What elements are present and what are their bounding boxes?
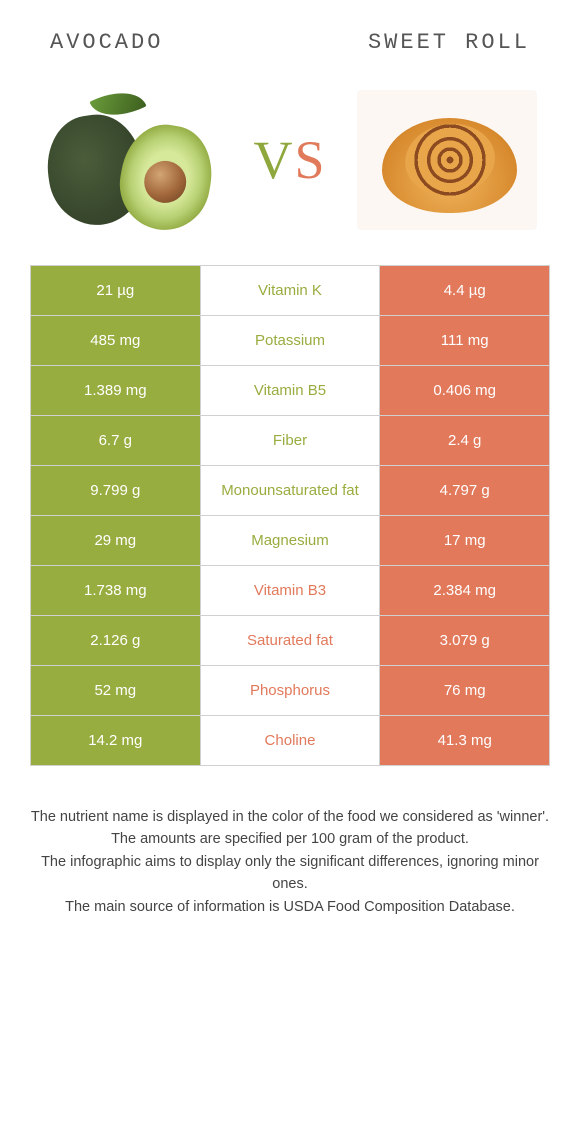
left-value-cell: 52 mg (31, 666, 201, 716)
footnote-line: The infographic aims to display only the… (30, 851, 550, 896)
nutrient-name-cell: Monounsaturated fat (200, 466, 380, 516)
table-row: 21 µgVitamin K4.4 µg (31, 266, 550, 316)
right-value-cell: 4.4 µg (380, 266, 550, 316)
right-value-cell: 76 mg (380, 666, 550, 716)
left-value-cell: 14.2 mg (31, 716, 201, 766)
nutrient-name-cell: Magnesium (200, 516, 380, 566)
table-row: 2.126 gSaturated fat3.079 g (31, 616, 550, 666)
table-row: 29 mgMagnesium17 mg (31, 516, 550, 566)
nutrient-name-cell: Saturated fat (200, 616, 380, 666)
left-value-cell: 2.126 g (31, 616, 201, 666)
footnotes: The nutrient name is displayed in the co… (30, 806, 550, 918)
left-value-cell: 21 µg (31, 266, 201, 316)
left-value-cell: 6.7 g (31, 416, 201, 466)
footnote-line: The main source of information is USDA F… (30, 896, 550, 918)
nutrient-table-body: 21 µgVitamin K4.4 µg485 mgPotassium111 m… (31, 266, 550, 766)
right-value-cell: 3.079 g (380, 616, 550, 666)
table-row: 1.389 mgVitamin B50.406 mg (31, 366, 550, 416)
sweet-roll-icon (357, 90, 537, 230)
left-value-cell: 9.799 g (31, 466, 201, 516)
right-value-cell: 0.406 mg (380, 366, 550, 416)
left-food-image (38, 85, 228, 235)
right-value-cell: 41.3 mg (380, 716, 550, 766)
right-value-cell: 17 mg (380, 516, 550, 566)
footnote-line: The amounts are specified per 100 gram o… (30, 828, 550, 850)
left-value-cell: 1.738 mg (31, 566, 201, 616)
vs-label: VS (253, 129, 326, 191)
footnote-line: The nutrient name is displayed in the co… (30, 806, 550, 828)
nutrient-name-cell: Potassium (200, 316, 380, 366)
nutrient-name-cell: Vitamin B5 (200, 366, 380, 416)
infographic-container: Avocado Sweet roll VS 21 µgVitamin K4.4 … (0, 0, 580, 918)
left-food-title: Avocado (50, 30, 163, 55)
avocado-icon (43, 90, 223, 230)
table-row: 485 mgPotassium111 mg (31, 316, 550, 366)
right-food-title: Sweet roll (368, 30, 530, 55)
nutrient-table: 21 µgVitamin K4.4 µg485 mgPotassium111 m… (30, 265, 550, 766)
table-row: 1.738 mgVitamin B32.384 mg (31, 566, 550, 616)
nutrient-name-cell: Choline (200, 716, 380, 766)
right-food-image (352, 85, 542, 235)
nutrient-name-cell: Fiber (200, 416, 380, 466)
header-row: Avocado Sweet roll (0, 0, 580, 75)
left-value-cell: 1.389 mg (31, 366, 201, 416)
nutrient-name-cell: Vitamin K (200, 266, 380, 316)
right-value-cell: 2.4 g (380, 416, 550, 466)
left-value-cell: 485 mg (31, 316, 201, 366)
table-row: 52 mgPhosphorus76 mg (31, 666, 550, 716)
vs-v-letter: V (253, 130, 294, 190)
nutrient-name-cell: Phosphorus (200, 666, 380, 716)
left-value-cell: 29 mg (31, 516, 201, 566)
right-value-cell: 111 mg (380, 316, 550, 366)
table-row: 6.7 gFiber2.4 g (31, 416, 550, 466)
right-value-cell: 4.797 g (380, 466, 550, 516)
right-value-cell: 2.384 mg (380, 566, 550, 616)
images-row: VS (0, 75, 580, 255)
nutrient-name-cell: Vitamin B3 (200, 566, 380, 616)
vs-s-letter: S (294, 130, 326, 190)
table-row: 9.799 gMonounsaturated fat4.797 g (31, 466, 550, 516)
table-row: 14.2 mgCholine41.3 mg (31, 716, 550, 766)
